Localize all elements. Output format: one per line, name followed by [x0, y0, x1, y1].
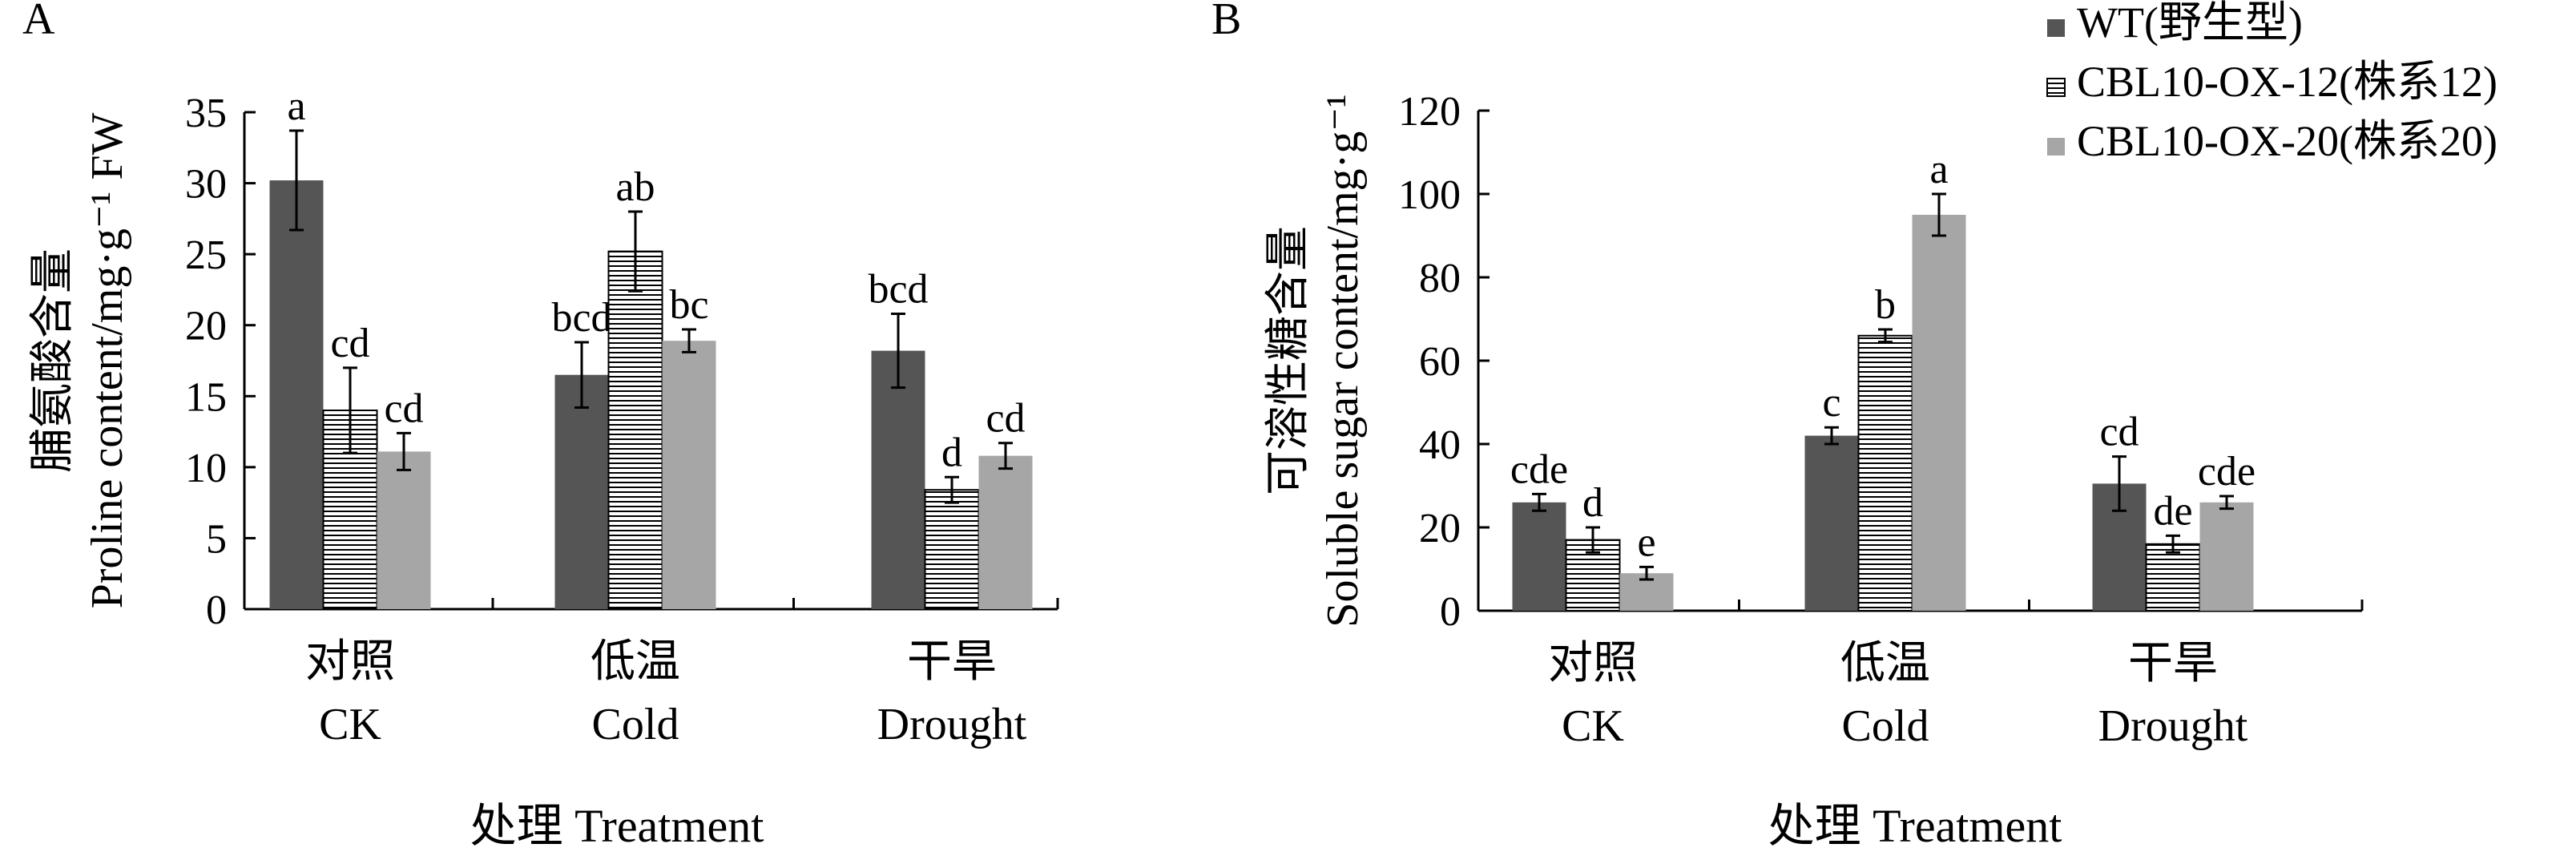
- y-tick-label: 5: [206, 516, 227, 562]
- y-tick-label: 40: [1419, 422, 1461, 468]
- bar-ox12: [924, 489, 980, 611]
- legend-label-ox20: CBL10-OX-20(株系20): [2077, 117, 2497, 165]
- bar-ox12: [607, 250, 663, 610]
- legend: WT(野生型) CBL10-OX-12(株系12) CBL10-OX-20(株系20…: [2046, 0, 2497, 165]
- legend-swatch-ox12: [2046, 78, 2066, 97]
- significance-label: d: [941, 430, 962, 475]
- significance-label: bcd: [551, 295, 611, 341]
- x-category-label-cn: 低温: [1840, 639, 1930, 688]
- significance-label: d: [1582, 480, 1603, 526]
- bar-ox20: [2199, 502, 2254, 611]
- legend-swatch-ox20: [2047, 138, 2065, 155]
- bar-ox20: [1912, 215, 1966, 611]
- bar-wt: [1804, 435, 1859, 611]
- significance-label: cde: [1510, 446, 1568, 492]
- significance-label: b: [1875, 282, 1896, 328]
- x-category-label-cn: 干旱: [907, 637, 997, 687]
- y-tick-label: 0: [206, 587, 227, 633]
- significance-label: bcd: [868, 267, 928, 313]
- significance-label: ab: [615, 164, 655, 210]
- y-tick-label: 10: [185, 446, 227, 491]
- y-tick-label: 80: [1419, 256, 1461, 301]
- x-category-label-en: CK: [319, 700, 381, 749]
- significance-label: cd: [986, 396, 1025, 442]
- y-tick-label: 60: [1419, 339, 1461, 385]
- bar-wt: [1512, 502, 1566, 611]
- bar-wt: [269, 180, 324, 609]
- y-tick-label: 20: [1419, 506, 1461, 551]
- panel-label: B: [1211, 0, 1241, 44]
- significance-label: c: [1822, 380, 1840, 426]
- x-axis-label: 处理 Treatment: [1768, 800, 2062, 852]
- y-tick-label: 20: [185, 304, 227, 349]
- significance-label: a: [1929, 147, 1948, 192]
- x-category-label-cn: 低温: [591, 637, 680, 687]
- bar-wt: [554, 374, 609, 609]
- x-category-label-en: Cold: [1842, 701, 1929, 751]
- significance-label: de: [2153, 488, 2192, 534]
- y-tick-label: 15: [185, 374, 227, 420]
- y-tick-label: 100: [1398, 172, 1461, 218]
- bar-ox12: [2145, 543, 2201, 612]
- y-axis-label: 可溶性糖含量 Soluble sugar content/mg·g⁻¹: [1264, 94, 1368, 627]
- legend-label-ox12: CBL10-OX-12(株系12): [2077, 58, 2497, 106]
- significance-label: a: [287, 83, 305, 129]
- bar-ox20: [377, 451, 431, 609]
- y-tick-label: 120: [1398, 89, 1461, 135]
- panel-b-soluble-sugar-chart: B020406080100120对照CK低温Cold干旱Droughtcdecc…: [1211, 0, 2364, 852]
- y-tick-label: 35: [185, 91, 227, 136]
- x-category-label-en: CK: [1562, 701, 1624, 751]
- y-axis-label: 脯氨酸含量 Proline content/mg·g⁻¹ FW: [28, 113, 132, 609]
- significance-label: cd: [2099, 410, 2139, 455]
- significance-label: cd: [384, 386, 423, 431]
- significance-label: e: [1637, 519, 1655, 565]
- panel-label: A: [22, 0, 55, 44]
- significance-label: cd: [330, 321, 369, 366]
- x-axis-label: 处理 Treatment: [470, 800, 764, 852]
- x-category-label-cn: 干旱: [2128, 639, 2218, 688]
- x-category-label-cn: 对照: [1548, 639, 1638, 688]
- legend-label-wt: WT(野生型): [2077, 0, 2303, 46]
- significance-label: cde: [2198, 449, 2256, 495]
- y-tick-label: 30: [185, 162, 227, 208]
- bar-wt: [871, 350, 925, 609]
- x-category-label-en: Drought: [877, 700, 1027, 749]
- significance-label: bc: [669, 282, 708, 328]
- bar-ox20: [662, 341, 716, 609]
- y-tick-label: 0: [1440, 589, 1461, 635]
- bar-ox20: [978, 455, 1033, 609]
- panel-a-proline-chart: A05101520253035对照CK低温Cold干旱Droughtabcdbc…: [22, 0, 1059, 852]
- legend-swatch-wt: [2047, 19, 2065, 37]
- x-category-label-en: Cold: [592, 700, 679, 749]
- y-tick-label: 25: [185, 232, 227, 278]
- bar-ox12: [1857, 334, 1913, 612]
- x-category-label-en: Drought: [2098, 701, 2248, 751]
- x-category-label-cn: 对照: [305, 637, 395, 687]
